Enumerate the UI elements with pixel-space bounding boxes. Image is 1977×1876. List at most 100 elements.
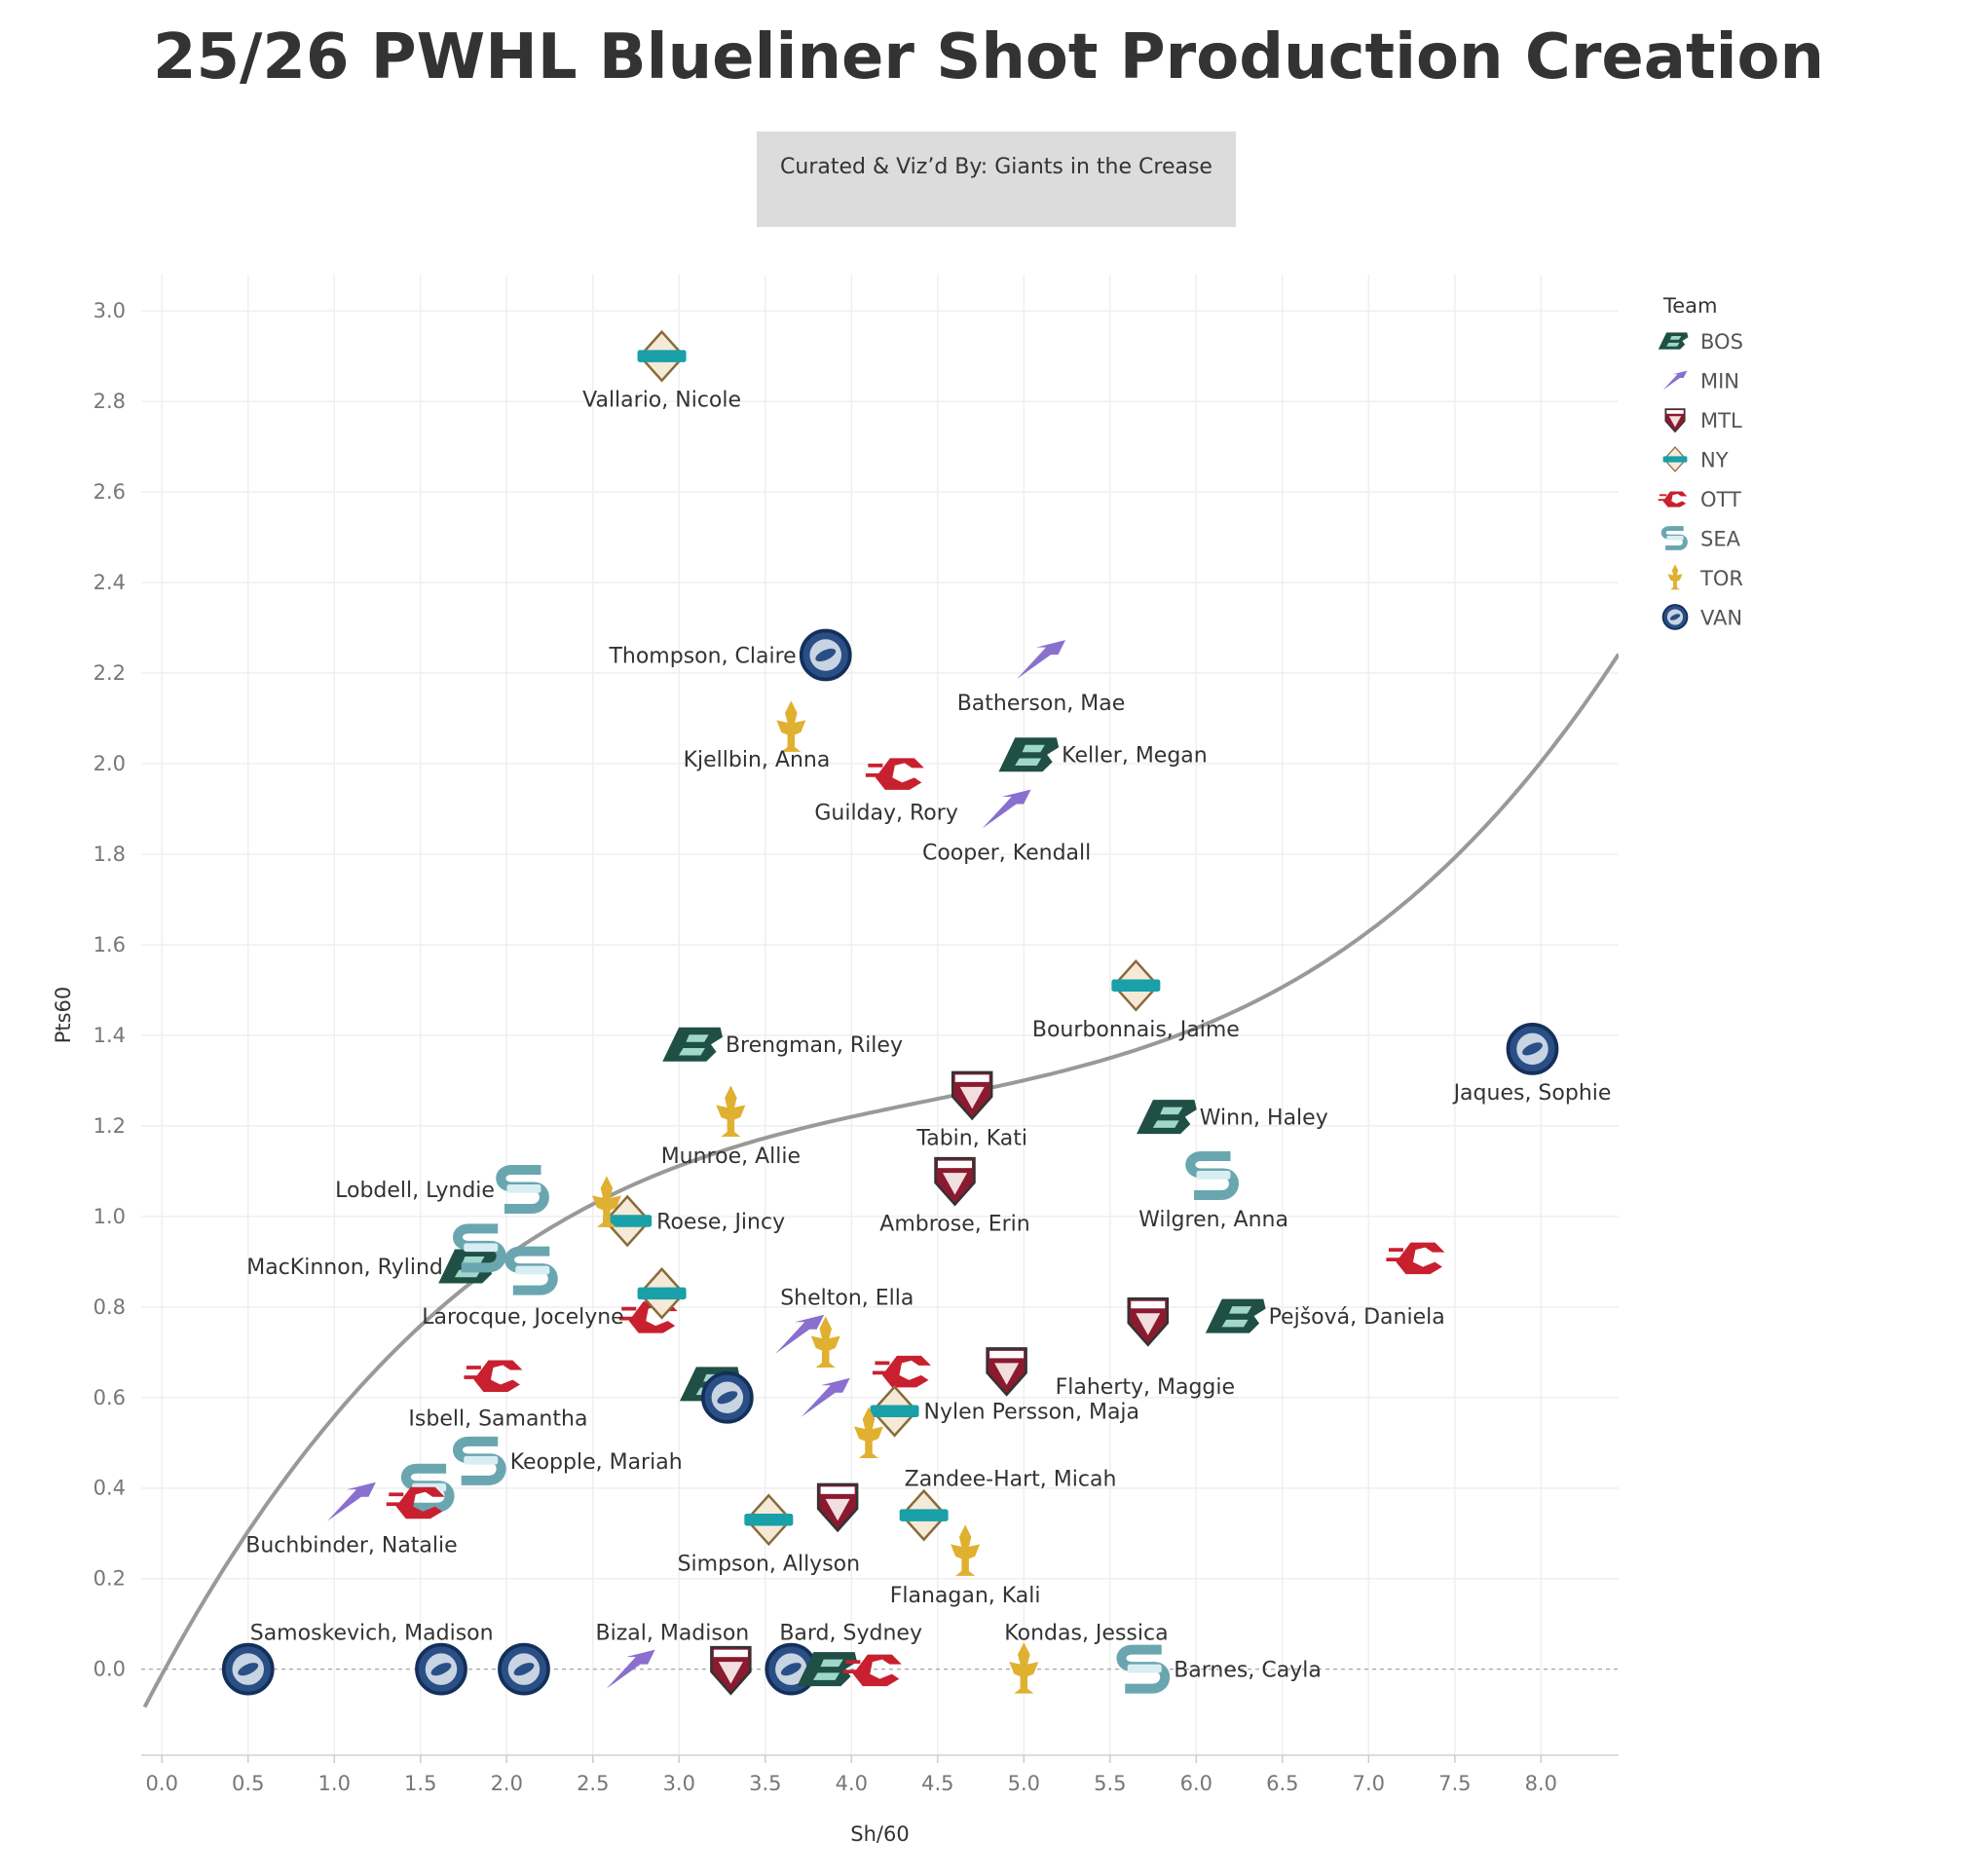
trend-line-path [142, 653, 1619, 1708]
point-label: Keller, Megan [1062, 744, 1208, 769]
point-label: Bard, Sydney [779, 1622, 922, 1646]
x-tick-label: 1.5 [404, 1772, 436, 1795]
point-van [799, 628, 852, 682]
legend-item-min: MIN [1700, 370, 1739, 394]
point-mtl [934, 1156, 976, 1207]
point-label: Nylen Persson, Maja [924, 1401, 1140, 1425]
point-label: Tabin, Kati [915, 1126, 1027, 1150]
point-label: Thompson, Claire [608, 644, 796, 668]
x-tick-label: 7.5 [1438, 1772, 1471, 1795]
point-sea [504, 1246, 558, 1295]
legend-item-mtl: MTL [1700, 409, 1742, 432]
x-tick-label: 0.0 [146, 1772, 178, 1795]
point-label: Kjellbin, Anna [684, 748, 831, 772]
legend-item-bos: BOS [1700, 330, 1743, 354]
point-bos [1205, 1298, 1266, 1333]
point-ott [464, 1360, 523, 1393]
legend-item-ott: OTT [1700, 488, 1741, 511]
y-tick-label: 0.0 [93, 1658, 126, 1681]
x-tick-label: 7.0 [1353, 1772, 1385, 1795]
trend-line [142, 653, 1619, 1708]
y-tick-label: 2.8 [93, 390, 126, 413]
legend-title: Team [1662, 294, 1718, 318]
y-tick-label: 0.8 [93, 1295, 126, 1319]
point-label: Vallario, Nicole [582, 389, 741, 413]
y-tick-label: 1.6 [93, 933, 126, 957]
point-ny [870, 1384, 919, 1438]
point-van [700, 1370, 754, 1424]
point-label: Roese, Jincy [656, 1210, 785, 1234]
point-min [801, 1377, 850, 1417]
axis-ticks: 0.0 0.5 1.0 1.5 2.0 2.5 3.0 3.5 4.0 4.5 5.0 5.5 6.0 6… [93, 299, 1619, 1795]
y-axis-title: Pts60 [52, 987, 75, 1044]
point-van [415, 1642, 467, 1696]
point-min [1017, 640, 1066, 680]
point-ott [865, 758, 924, 790]
y-tick-label: 0.2 [93, 1567, 126, 1591]
y-tick-label: 0.4 [93, 1477, 126, 1500]
y-tick-label: 2.0 [93, 752, 126, 775]
point-van [1506, 1022, 1559, 1075]
x-tick-label: 6.5 [1266, 1772, 1298, 1795]
chart-title: 25/26 PWHL Blueliner Shot Production Cre… [152, 21, 1825, 94]
point-tor [810, 1316, 840, 1369]
x-tick-label: 2.0 [491, 1772, 523, 1795]
point-label: Flanagan, Kali [890, 1584, 1041, 1608]
bos-team-icon [1658, 332, 1689, 350]
x-tick-label: 0.5 [232, 1772, 264, 1795]
y-tick-label: 1.2 [93, 1114, 126, 1138]
point-label: Shelton, Ella [780, 1287, 914, 1311]
point-sea [496, 1164, 549, 1214]
point-label: Cooper, Kendall [922, 842, 1091, 866]
point-sea [453, 1223, 506, 1273]
y-tick-label: 0.6 [93, 1386, 126, 1409]
point-label: Wilgren, Anna [1138, 1208, 1288, 1232]
point-label: MacKinnon, Rylind [246, 1256, 443, 1280]
point-min [606, 1649, 655, 1689]
point-label: Lobdell, Lyndie [335, 1179, 495, 1203]
point-min [326, 1482, 376, 1521]
x-tick-label: 2.5 [577, 1772, 609, 1795]
legend-item-van: VAN [1700, 607, 1742, 630]
grid [141, 275, 1619, 1755]
x-tick-label: 3.5 [749, 1772, 781, 1795]
point-van [221, 1642, 275, 1696]
ott-team-icon [1658, 491, 1688, 507]
point-label: Bizal, Madison [596, 1622, 750, 1646]
min-team-icon [1662, 370, 1688, 391]
point-ny [603, 1194, 653, 1248]
point-mtl [986, 1347, 1027, 1397]
point-tor [776, 700, 806, 752]
x-tick-label: 6.0 [1180, 1772, 1212, 1795]
point-ny [744, 1493, 794, 1547]
tor-team-icon [1667, 564, 1683, 590]
point-van [498, 1642, 550, 1696]
point-min [775, 1314, 825, 1354]
point-ny [899, 1488, 949, 1542]
point-label: Ambrose, Erin [879, 1213, 1029, 1237]
x-tick-label: 4.0 [836, 1772, 868, 1795]
point-bos [662, 1027, 723, 1062]
point-sea [1185, 1151, 1239, 1201]
point-label: Brengman, Riley [726, 1033, 903, 1058]
point-label: Samoskevich, Madison [250, 1622, 494, 1646]
point-mtl [951, 1070, 993, 1121]
point-tor [716, 1085, 746, 1137]
point-label: Batherson, Mae [957, 692, 1126, 716]
x-tick-label: 1.0 [318, 1772, 351, 1795]
point-label: Zandee-Hart, Micah [905, 1468, 1117, 1492]
point-mtl [1127, 1297, 1170, 1347]
point-label: Munroe, Allie [661, 1144, 801, 1169]
legend: Team BOS MIN MTL NY OTT SEA TOR VAN [1658, 294, 1743, 630]
points [221, 329, 1559, 1696]
credit-box: Curated & Viz’d By: Giants in the Crease [757, 131, 1236, 227]
point-ott [842, 1654, 902, 1687]
legend-item-sea: SEA [1700, 528, 1741, 551]
point-ny [637, 329, 687, 383]
point-label: Keopple, Mariah [510, 1450, 683, 1475]
point-tor [951, 1524, 981, 1576]
y-tick-label: 1.4 [93, 1024, 126, 1047]
credit-text: Curated & Viz’d By: Giants in the Crease [780, 155, 1212, 179]
point-mtl [710, 1645, 752, 1696]
